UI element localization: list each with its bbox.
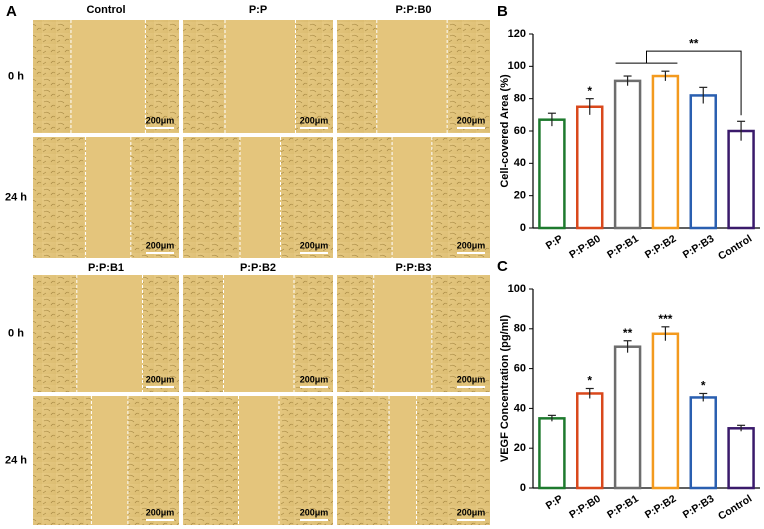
- x-tick-label: P:P: [544, 233, 565, 252]
- bar: [651, 332, 680, 490]
- significance: **: [623, 326, 633, 340]
- y-tick-label: 60: [514, 125, 526, 137]
- x-tick-label: P:P:B1: [605, 493, 641, 522]
- x-tick-label: P:P:B2: [643, 233, 679, 262]
- row-label: 0 h: [8, 327, 24, 339]
- column-header: P:P:B0: [395, 4, 431, 16]
- panel-label: A: [6, 3, 17, 20]
- wound-gap: [389, 396, 417, 525]
- y-tick-label: 20: [514, 190, 526, 202]
- wound-gap: [85, 137, 131, 258]
- scale-bar-label: 200μm: [300, 507, 329, 517]
- scale-bar-label: 200μm: [457, 374, 486, 384]
- wound-gap: [225, 20, 296, 133]
- x-tick-label: P:P:B0: [567, 493, 603, 522]
- scale-bar-label: 200μm: [300, 115, 329, 125]
- panel-label: C: [497, 258, 508, 275]
- bar: [651, 74, 680, 230]
- x-tick-label: Control: [716, 493, 754, 523]
- wound-gap: [376, 20, 448, 133]
- y-tick-label: 100: [508, 60, 526, 72]
- x-tick-label: P:P:B3: [681, 233, 717, 262]
- wound-gap: [392, 137, 432, 258]
- y-axis-label: Cell-covered Area (%): [499, 74, 511, 188]
- bar: [727, 129, 755, 230]
- row-label: 24 h: [5, 454, 27, 466]
- y-tick-label: 120: [508, 28, 526, 40]
- column-header: P:P:B1: [88, 262, 124, 274]
- y-tick-label: 40: [514, 402, 526, 414]
- scale-bar-label: 200μm: [300, 374, 329, 384]
- bar: [613, 79, 642, 230]
- bar: [689, 396, 717, 490]
- bar: [538, 417, 566, 490]
- y-tick-label: 100: [508, 283, 526, 295]
- bar: [576, 105, 604, 230]
- x-tick-label: P:P: [544, 493, 565, 512]
- y-tick-label: 60: [514, 363, 526, 375]
- scale-bar-label: 200μm: [300, 240, 329, 250]
- y-tick-label: 0: [520, 222, 526, 234]
- y-tick-label: 20: [514, 442, 526, 454]
- y-tick-label: 80: [514, 323, 526, 335]
- wound-gap: [240, 137, 281, 258]
- scale-bar-label: 200μm: [146, 374, 175, 384]
- wound-gap: [76, 275, 143, 392]
- bar: [689, 94, 717, 230]
- y-tick-label: 40: [514, 157, 526, 169]
- y-axis-label: VEGF Concentration (pg/ml): [499, 315, 511, 463]
- wound-gap: [91, 396, 128, 525]
- bar: [538, 118, 566, 230]
- scale-bar-label: 200μm: [146, 507, 175, 517]
- wound-gap: [238, 396, 279, 525]
- x-tick-label: P:P:B0: [567, 233, 603, 262]
- bar: [613, 345, 642, 490]
- bracket: [646, 50, 742, 116]
- wound-gap: [223, 275, 294, 392]
- column-header: Control: [86, 4, 125, 16]
- x-tick-label: Control: [716, 233, 754, 263]
- wound-gap: [70, 20, 146, 133]
- significance: *: [587, 374, 592, 388]
- column-header: P:P:B2: [240, 262, 276, 274]
- row-label: 0 h: [8, 70, 24, 82]
- scale-bar-label: 200μm: [457, 507, 486, 517]
- wound-gap: [373, 275, 432, 392]
- row-label: 24 h: [5, 191, 27, 203]
- column-header: P:P: [249, 4, 267, 16]
- panel-label: B: [497, 3, 508, 20]
- scale-bar-label: 200μm: [146, 115, 175, 125]
- significance: **: [689, 36, 699, 50]
- y-tick-label: 80: [514, 93, 526, 105]
- significance: *: [701, 379, 706, 393]
- significance: *: [587, 84, 592, 98]
- bar: [576, 392, 604, 490]
- y-tick-label: 0: [520, 482, 526, 494]
- bar: [727, 427, 755, 490]
- x-tick-label: P:P:B3: [681, 493, 717, 522]
- scale-bar-label: 200μm: [146, 240, 175, 250]
- column-header: P:P:B3: [395, 262, 431, 274]
- x-tick-label: P:P:B1: [605, 233, 641, 262]
- x-tick-label: P:P:B2: [643, 493, 679, 522]
- scale-bar-label: 200μm: [457, 240, 486, 250]
- significance: ***: [658, 312, 672, 326]
- scale-bar-label: 200μm: [457, 115, 486, 125]
